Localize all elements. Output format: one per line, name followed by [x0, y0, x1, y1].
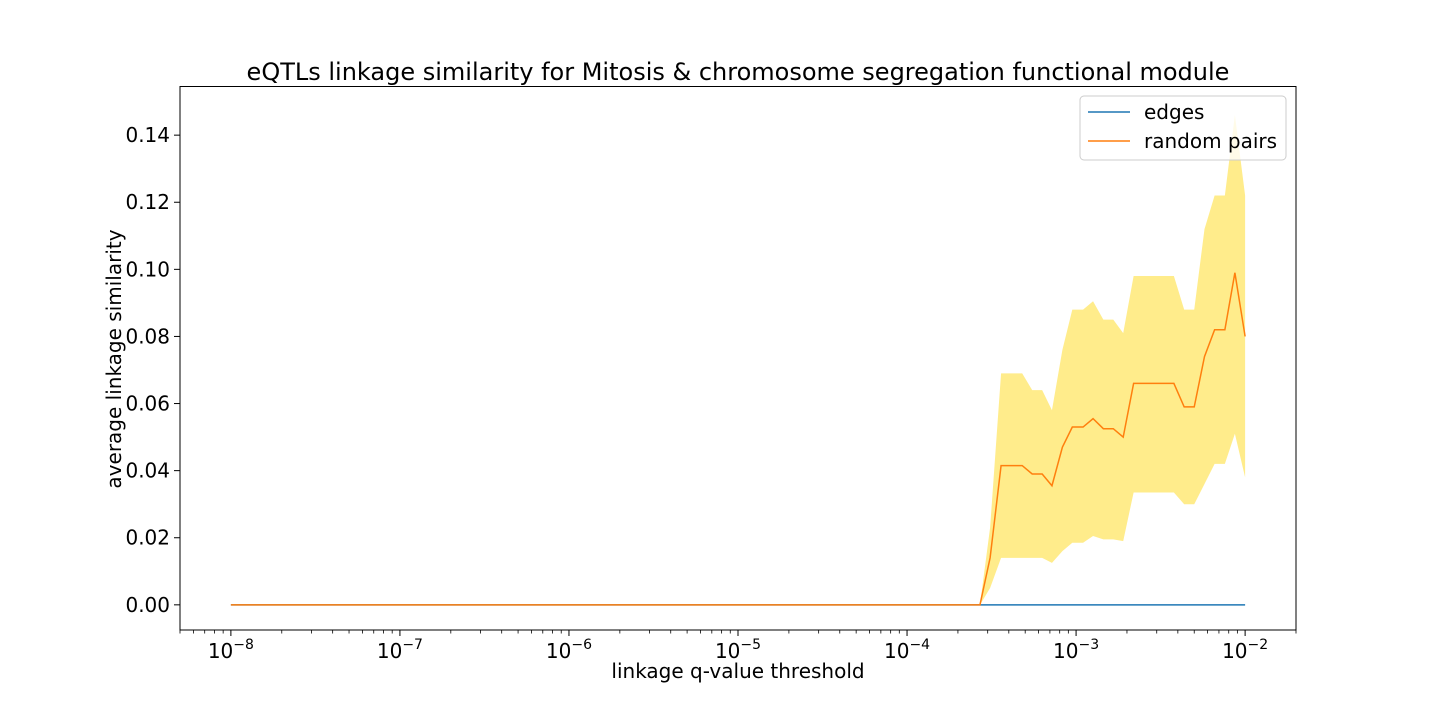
x-tick-label: 10−2 [1222, 637, 1268, 663]
y-tick-label: 0.00 [125, 593, 170, 617]
y-tick-label: 0.10 [125, 257, 170, 281]
y-tick-label: 0.06 [125, 392, 170, 416]
y-tick-label: 0.04 [125, 459, 170, 483]
x-tick-label: 10−7 [377, 637, 423, 663]
y-tick-label: 0.08 [125, 324, 170, 348]
confidence-band [979, 115, 1246, 605]
x-tick-label: 10−6 [546, 637, 592, 663]
x-tick-label: 10−4 [884, 637, 930, 663]
y-axis-label: average linkage similarity [102, 229, 126, 488]
x-axis: 10−8 10−7 10−6 10−5 10−4 10−3 10−2 [179, 630, 1297, 663]
x-axis-label: linkage q-value threshold [611, 659, 864, 683]
y-axis: 0.00 0.02 0.04 0.06 0.08 0.10 0.12 0.14 [125, 123, 180, 617]
legend-label-random-pairs: random pairs [1144, 129, 1277, 153]
y-tick-label: 0.12 [125, 190, 170, 214]
y-tick-label: 0.14 [125, 123, 170, 147]
series-line-random-pairs [230, 272, 1246, 606]
x-tick-label: 10−3 [1053, 637, 1099, 663]
legend: edges random pairs [1079, 95, 1287, 161]
x-tick-label: 10−8 [208, 637, 254, 663]
y-tick-label: 0.02 [125, 526, 170, 550]
x-tick-label: 10−5 [715, 637, 761, 663]
legend-label-edges: edges [1144, 100, 1204, 124]
chart-title: eQTLs linkage similarity for Mitosis & c… [247, 58, 1230, 86]
series-lines-layer [230, 272, 1246, 606]
confidence-band-layer [979, 115, 1246, 605]
legend-box [1079, 95, 1287, 161]
